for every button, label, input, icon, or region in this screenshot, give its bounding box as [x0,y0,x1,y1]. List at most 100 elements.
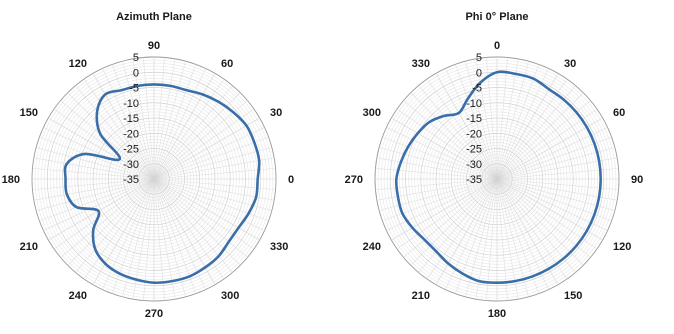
grid-spoke [496,178,576,273]
grid-spoke [102,178,155,290]
grid-spoke [496,178,618,201]
grid-spoke [445,68,498,180]
grid-spoke [379,147,498,180]
grid-spoke [496,178,584,266]
angle-tick-label: 210 [20,241,38,253]
phi-series [394,70,602,284]
grid-spoke [83,78,155,180]
angle-tick-label: 300 [221,290,239,302]
phi-plane-chart: Phi 0° Plane 50-5-10-15-20-25-30-35 0306… [345,11,644,320]
grid-spoke [43,127,155,180]
grid-spoke [92,178,155,285]
angle-tick-label: 0 [494,40,500,52]
azimuth-series [63,83,261,285]
grid-spoke [153,178,165,301]
phi-grid [374,56,620,302]
grid-spoke [475,58,498,180]
angle-tick-label: 330 [412,58,430,70]
angle-tick-label: 30 [270,107,282,119]
grid-spoke [32,178,155,190]
grid-spoke [396,108,498,180]
grid-spoke [83,178,155,280]
angle-tick-label: 150 [20,107,38,119]
grid-spoke [426,178,498,280]
grid-spoke [153,147,272,180]
grid-spoke [454,64,498,180]
grid-spoke [496,85,576,180]
radial-tick-label: 0 [133,67,139,79]
grid-spoke [465,61,498,180]
grid-spoke [143,57,155,180]
grid-spoke [153,178,176,300]
grid-spoke [496,178,612,222]
angle-tick-label: 180 [2,174,20,186]
grid-spoke [496,157,618,180]
grid-spoke [375,168,498,180]
grid-spoke [48,178,155,241]
grid-spoke [153,178,260,241]
grid-spoke [153,178,265,231]
grid-spoke [153,178,197,294]
angle-tick-label: 270 [145,308,163,320]
grid-spoke [60,100,155,180]
grid-spoke [486,178,498,301]
azimuth-chart-title: Azimuth Plane [116,11,192,23]
grid-spoke [153,61,186,180]
grid-spoke [33,157,155,180]
grid-spoke [75,85,155,180]
grid-spoke [153,178,186,297]
angle-tick-label: 120 [69,58,87,70]
grid-spoke [382,136,498,180]
grid-spoke [32,168,155,180]
grid-spoke [153,68,206,180]
angle-tick-label: 90 [148,40,160,52]
grid-spoke [496,178,529,297]
grid-spoke [153,178,272,211]
grid-spoke [153,178,275,201]
grid-spoke [496,178,619,190]
radial-tick-label: -5 [472,83,482,95]
grid-spoke [53,178,155,250]
azimuth-angle-labels: 0 30 60 90 120 150 180 210 240 270 300 330 [2,40,294,320]
grid-spoke [386,127,498,180]
grid-spoke [153,108,255,180]
grid-spoke [75,178,155,273]
grid-spoke [60,178,155,258]
grid-spoke [153,78,225,180]
azimuth-radial-ticks: 5 0 -5 -10 -15 -20 -25 -30 -35 [123,52,139,186]
grid-spoke [496,178,540,294]
angle-tick-label: 30 [564,58,576,70]
angle-tick-label: 60 [221,58,233,70]
grid-spoke [391,178,498,241]
radial-tick-label: -10 [466,98,482,110]
grid-spoke [496,61,529,180]
grid-spoke [496,127,608,180]
grid-spoke [418,178,498,273]
grid-spoke [496,178,519,300]
grid-spoke [48,117,155,180]
grid-spoke [153,178,276,190]
grid-spoke [39,136,155,180]
phi-radial-ticks: 5 0 -5 -10 -15 -20 -25 -30 -35 [466,52,482,186]
grid-spoke [496,178,568,280]
radial-tick-label: 0 [476,67,482,79]
angle-tick-label: 240 [69,290,87,302]
grid-spoke [153,178,206,290]
grid-spoke [36,178,155,211]
grid-spoke [496,136,612,180]
grid-spoke [496,178,598,250]
angle-tick-label: 180 [488,308,506,320]
grid-spoke [153,73,216,180]
radial-tick-label: -35 [123,174,139,186]
grid-spoke [496,147,615,180]
grid-spoke [143,178,155,301]
grid-spoke [153,58,176,180]
angle-tick-label: 90 [631,174,643,186]
radial-tick-label: -20 [123,128,139,140]
grid-spoke [43,178,155,231]
grid-spoke [153,136,269,180]
grid-spoke [386,178,498,231]
grid-spoke [122,61,155,180]
